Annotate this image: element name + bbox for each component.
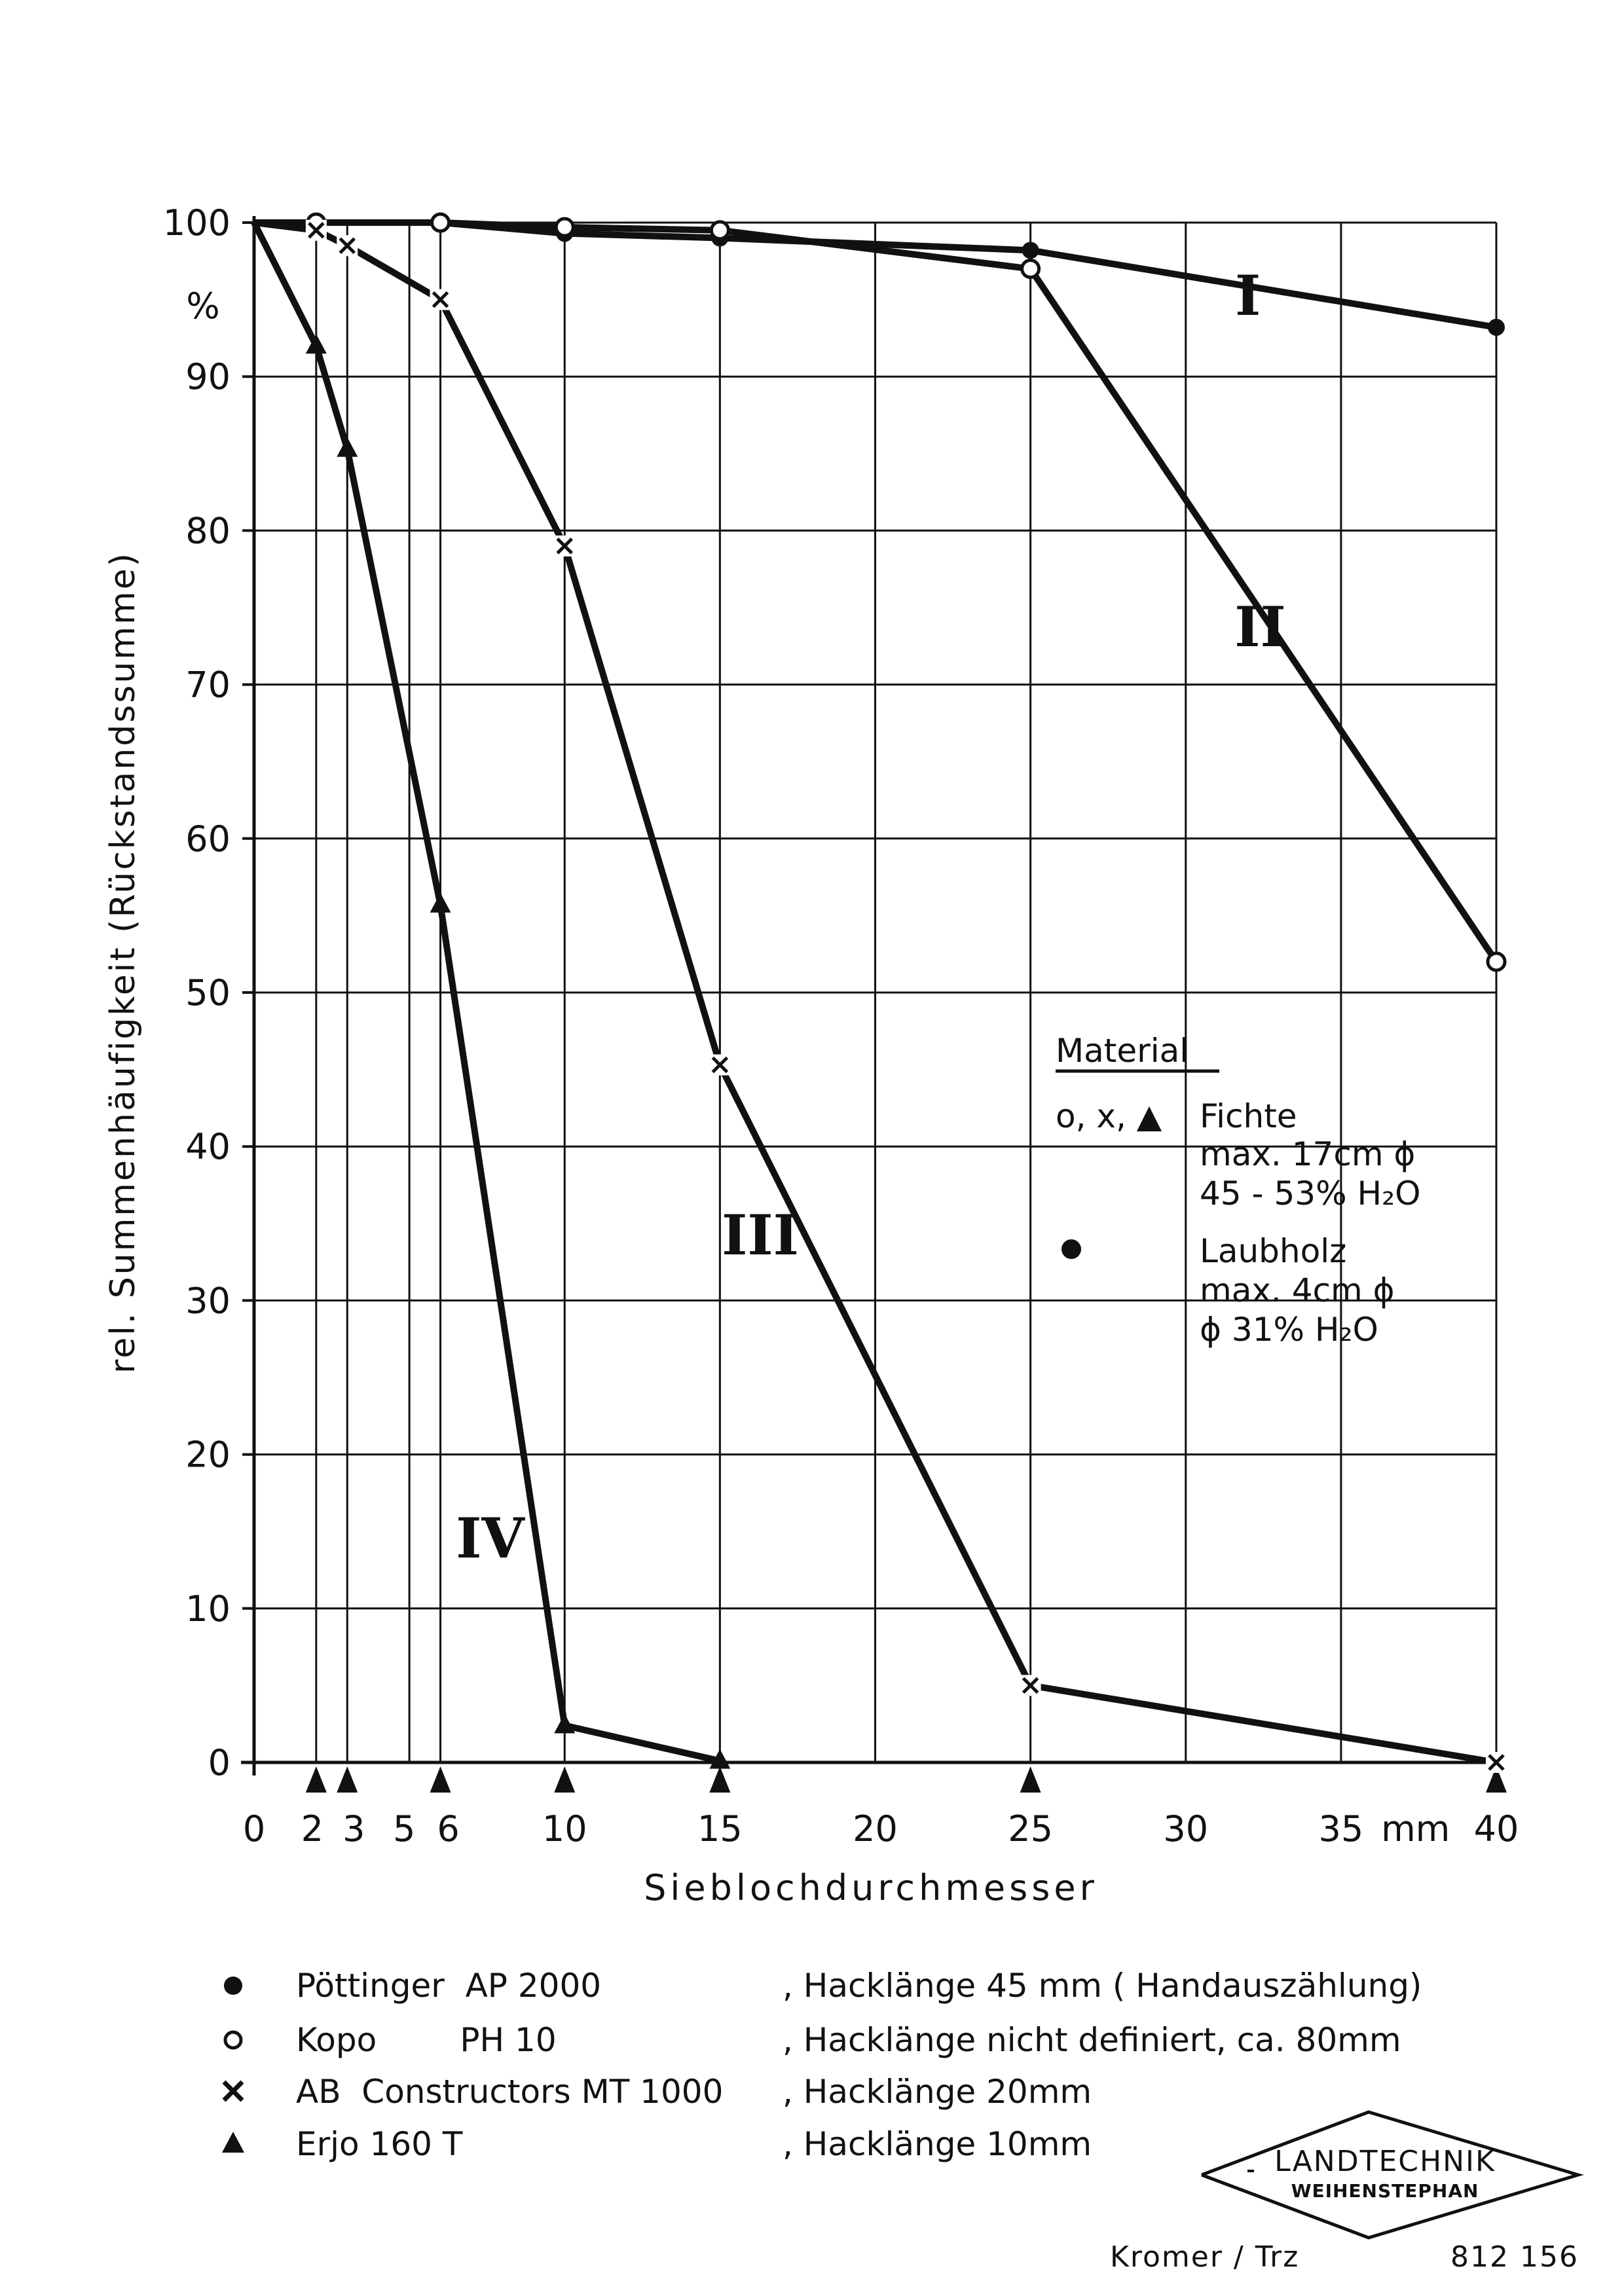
point-III	[339, 237, 356, 255]
x-tick-label: 40	[1474, 1808, 1519, 1850]
sieve-marker	[305, 1766, 327, 1793]
x-unit-label: mm	[1381, 1808, 1450, 1850]
point-IV	[337, 437, 358, 457]
x-axis-label: Siebloch­durchmesser	[644, 1867, 1098, 1908]
y-axis-unit: %	[186, 285, 219, 327]
material-entry1-symbols: o, x, ▲	[1056, 1097, 1162, 1135]
x-tick-label: 30	[1163, 1808, 1208, 1850]
point-II	[554, 217, 575, 238]
sieve-marker	[1020, 1766, 1041, 1793]
material-entry2-line2: max. 4cm ϕ	[1200, 1271, 1395, 1309]
point-I	[1488, 318, 1505, 336]
material-entry2-name: Laubholz	[1200, 1232, 1346, 1270]
y-tick-label: 30	[185, 1280, 231, 1321]
legend-machine-4: Erjo 160 T	[296, 2125, 463, 2163]
point-II	[430, 212, 451, 233]
footer-author: Kromer / Trz	[1110, 2240, 1299, 2274]
point-III	[432, 291, 449, 308]
material-entry2-line3: ϕ 31% H₂O	[1200, 1311, 1378, 1349]
x-tick-label: 35	[1319, 1808, 1364, 1850]
y-tick-label: 80	[185, 510, 231, 551]
legend-detail-2: , Hacklänge nicht definiert, ca. 80mm	[783, 2021, 1401, 2059]
point-IV	[430, 892, 451, 913]
x-tick-label: 5	[393, 1808, 415, 1850]
legend-machine-1: Pöttinger AP 2000	[296, 1967, 601, 2005]
cross-icon	[222, 2080, 244, 2102]
sieve-marker	[1486, 1766, 1507, 1793]
triangle-icon	[222, 2132, 244, 2153]
legend: Pöttinger AP 2000 , Hacklänge 45 mm ( Ha…	[222, 1967, 1422, 2163]
x-tick-label: 6	[437, 1808, 459, 1850]
y-tick-label: 0	[208, 1742, 231, 1783]
curve-label-I: I	[1235, 263, 1261, 328]
point-III	[556, 538, 574, 555]
y-tick-label: 100	[163, 202, 231, 244]
point-IV	[305, 334, 327, 354]
y-tick-label: 40	[185, 1126, 231, 1167]
y-tick-label: 10	[185, 1588, 231, 1630]
sieve-marker	[709, 1766, 731, 1793]
point-II	[709, 220, 730, 241]
material-box: Material o, x, ▲ Fichte max. 17cm ϕ 45 -…	[1056, 1032, 1420, 1349]
legend-detail-3: , Hacklänge 20mm	[783, 2073, 1092, 2111]
point-II	[1020, 259, 1041, 280]
x-tick-label: 0	[243, 1808, 265, 1850]
logo-line1: LANDTECHNIK	[1274, 2145, 1496, 2178]
x-tick-label: 2	[301, 1808, 323, 1850]
y-tick-label: 70	[185, 665, 231, 706]
y-tick-label: 20	[185, 1434, 231, 1476]
point-III	[1022, 1677, 1039, 1694]
material-entry1-line3: 45 - 53% H₂O	[1200, 1175, 1420, 1212]
x-tick-label: 10	[542, 1808, 587, 1850]
y-tick-label: 50	[185, 972, 231, 1013]
sieve-marker	[430, 1766, 451, 1793]
logo-line2: WEIHENSTEPHAN	[1291, 2180, 1479, 2202]
sieve-marker	[337, 1766, 358, 1793]
y-axis-label: rel. Summenhäufigkeit (Rückstandssumme)	[103, 551, 143, 1374]
legend-detail-4: , Hacklänge 10mm	[783, 2125, 1092, 2163]
series-line-IV	[251, 221, 721, 1764]
material-heading: Material	[1056, 1032, 1189, 1070]
sieve-marker	[554, 1766, 576, 1793]
y-tick-label: 60	[185, 818, 231, 860]
material-entry1-name: Fichte	[1200, 1097, 1297, 1135]
point-IV	[554, 1713, 576, 1734]
footer-number: 812 156	[1450, 2240, 1579, 2274]
point-III	[308, 221, 325, 239]
curve-label-II: II	[1234, 594, 1286, 659]
point-IV	[709, 1749, 731, 1769]
x-tick-label: 3	[342, 1808, 365, 1850]
legend-machine-2: Kopo PH 10	[296, 2021, 557, 2059]
filled-circle-icon	[224, 1977, 242, 1995]
x-tick-label: 25	[1008, 1808, 1053, 1850]
grid	[253, 221, 1498, 1764]
curve-label-III: III	[722, 1203, 799, 1267]
x-tick-label: 15	[697, 1808, 743, 1850]
x-tick-label: 20	[853, 1808, 898, 1850]
curve-label-IV: IV	[456, 1506, 525, 1571]
point-II	[1486, 951, 1507, 972]
open-circle-icon	[223, 2030, 243, 2050]
filled-circle-icon	[1061, 1239, 1081, 1259]
y-tick-label: 90	[185, 356, 231, 397]
point-III	[711, 1056, 729, 1074]
legend-machine-3: AB Constructors MT 1000	[296, 2073, 723, 2111]
material-entry1-line2: max. 17cm ϕ	[1200, 1135, 1415, 1173]
point-I	[1022, 242, 1039, 259]
axes	[241, 216, 1507, 1793]
point-III	[1488, 1754, 1505, 1771]
landtechnik-logo: LANDTECHNIK WEIHENSTEPHAN	[1201, 2110, 1584, 2240]
legend-detail-1: , Hacklänge 45 mm ( Handauszählung)	[783, 1967, 1422, 2005]
